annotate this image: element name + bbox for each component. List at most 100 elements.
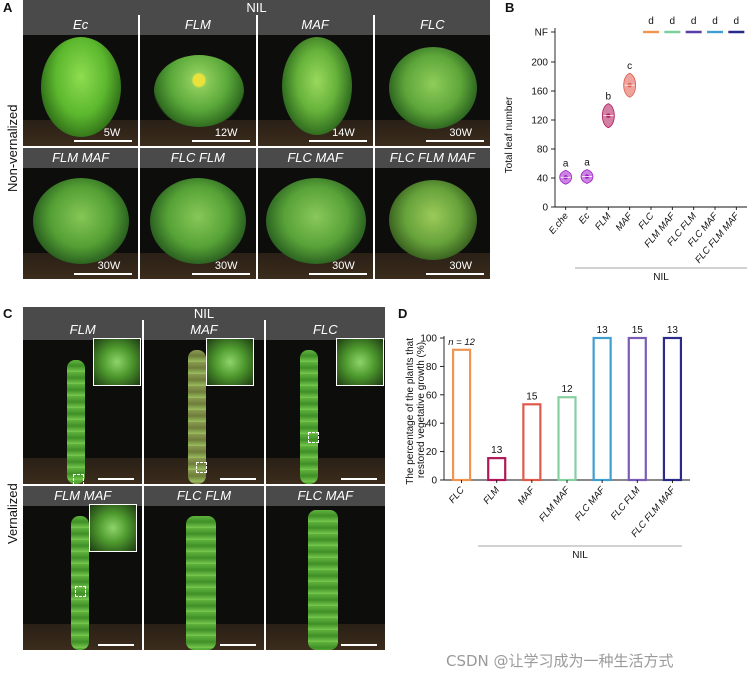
plant-image	[186, 516, 217, 650]
age-label: 30W	[449, 260, 472, 272]
chart-d-bar	[592, 336, 612, 482]
genotype-label: MAF	[190, 322, 218, 337]
chart-d-bar	[522, 403, 542, 482]
genotype-label: FLC FLM	[170, 150, 225, 165]
chart-b-x-tick-label: E.che	[547, 211, 571, 237]
chart-d-x-tick-label: FLM MAF	[537, 484, 573, 524]
chart-b-y-tick-label: NF	[535, 28, 548, 39]
chart-b-significance-label: d	[712, 16, 718, 27]
photo-cell: MAF	[144, 320, 264, 484]
photo-cell: FLM MAF 30W	[23, 148, 139, 279]
zoom-box	[73, 474, 84, 484]
chart-b-significance-label: d	[734, 16, 740, 27]
chart-d-y-tick-label: 40	[426, 419, 438, 430]
chart-b-xlabel: NIL	[653, 272, 669, 280]
chart-b-plot-area: 04080120160200NFE.cheaEcaFLMbMAFcFLCdFLM…	[531, 16, 747, 266]
age-label: 30W	[449, 127, 472, 139]
panel-c-photo-grid: FLM MAF FLC FLM MAF FLC FLM	[23, 320, 385, 650]
chart-d-x-tick-label: FLC MAF	[573, 484, 608, 523]
chart-d-y-tick-label: 60	[426, 390, 438, 401]
chart-d-x-tick-label: FLC	[447, 485, 467, 506]
cell-header-bar	[265, 486, 385, 506]
chart-d-bar	[557, 396, 577, 482]
plant-image	[388, 47, 477, 129]
chart-d-x-tick-label: FLM	[481, 485, 502, 507]
zoom-box	[307, 432, 319, 443]
genotype-label: FLM MAF	[52, 150, 110, 165]
age-label: 14W	[332, 127, 355, 139]
chart-d-ylabel-line2: restored vegetative growth (%)	[416, 342, 427, 478]
plant-image	[33, 178, 129, 264]
scale-bar	[219, 478, 256, 480]
plant-image	[281, 37, 352, 135]
zoom-inset	[89, 504, 137, 552]
panel-label-b: B	[505, 0, 515, 15]
chart-b-y-tick-label: 80	[537, 145, 549, 156]
genotype-label: FLC MAF	[287, 150, 343, 165]
photo-cell: FLC MAF 30W	[257, 148, 373, 279]
genotype-label: FLC MAF	[297, 488, 354, 503]
chart-b-significance-label: d	[648, 16, 654, 27]
genotype-label: Ec	[73, 17, 89, 32]
cell-header-bar	[144, 486, 264, 506]
chart-b-y-tick-label: 0	[542, 203, 548, 214]
chart-b-x-tick-label: Ec	[577, 211, 593, 227]
scale-bar	[98, 478, 135, 480]
panel-c-side-label: Vernalized	[5, 483, 20, 544]
plant-image	[265, 178, 366, 264]
chart-d-bar	[487, 457, 507, 482]
chart-d-n-label: 13	[491, 445, 503, 456]
zoom-box	[196, 462, 208, 473]
photo-cell: FLM	[23, 320, 143, 484]
genotype-label: FLM	[184, 17, 211, 32]
watermark: CSDN @让学习成为一种生活方式	[446, 652, 674, 670]
scale-bar	[308, 273, 367, 275]
zoom-inset	[93, 338, 141, 386]
age-label: 30W	[332, 260, 355, 272]
genotype-label: FLC	[313, 322, 338, 337]
panel-a-header: NIL	[23, 0, 490, 15]
genotype-label: MAF	[301, 17, 329, 32]
scale-bar	[98, 644, 135, 646]
photo-cell: FLC FLM MAF 30W	[374, 148, 490, 279]
cell-header-bar	[23, 486, 143, 506]
scale-bar	[219, 644, 256, 646]
cell-header-bar	[144, 320, 264, 340]
cell-header-bar	[257, 15, 373, 35]
chart-b-significance-label: d	[691, 16, 697, 27]
scale-bar	[191, 273, 250, 275]
chart-d-x-tick-label: MAF	[516, 484, 538, 507]
panel-a-side-label: Non-vernalized	[5, 104, 20, 192]
cell-header-bar	[23, 148, 139, 168]
cell-header-bar	[23, 320, 143, 340]
chart-d-ylabel-line1: The percentage of the plants that	[405, 338, 416, 485]
scale-bar	[426, 273, 484, 275]
plant-image	[307, 510, 338, 650]
chart-d-bar	[627, 336, 647, 482]
panel-label-a: A	[3, 0, 13, 15]
genotype-label: FLM	[69, 322, 96, 337]
photo-cell: FLC MAF	[265, 486, 385, 650]
scale-bar	[191, 140, 250, 142]
chart-b-significance-label: b	[606, 92, 612, 103]
zoom-box	[75, 586, 86, 597]
chart-d-bar	[662, 336, 683, 482]
chart-d-y-tick-label: 100	[420, 334, 437, 345]
photo-cell: FLC FLM 30W	[140, 148, 256, 279]
chart-b-y-tick-label: 200	[531, 58, 548, 69]
chart-d-n-label: 15	[632, 325, 644, 336]
photo-cell: FLM 12W	[140, 15, 256, 146]
plant-image	[67, 360, 85, 484]
photo-cell: FLC 30W	[374, 15, 490, 146]
plant-image	[41, 37, 121, 137]
chart-d-y-tick-label: 0	[431, 476, 437, 487]
photo-cell: FLC	[265, 320, 385, 484]
genotype-label: FLC	[420, 17, 445, 32]
cell-header-bar	[140, 148, 256, 168]
age-label: 5W	[103, 127, 121, 139]
chart-b-y-tick-label: 160	[531, 87, 548, 98]
chart-b-y-tick-label: 40	[537, 174, 549, 185]
chart-d-n-label: 15	[526, 391, 538, 402]
age-label: 30W	[97, 260, 121, 272]
panel-label-c: C	[3, 306, 13, 321]
